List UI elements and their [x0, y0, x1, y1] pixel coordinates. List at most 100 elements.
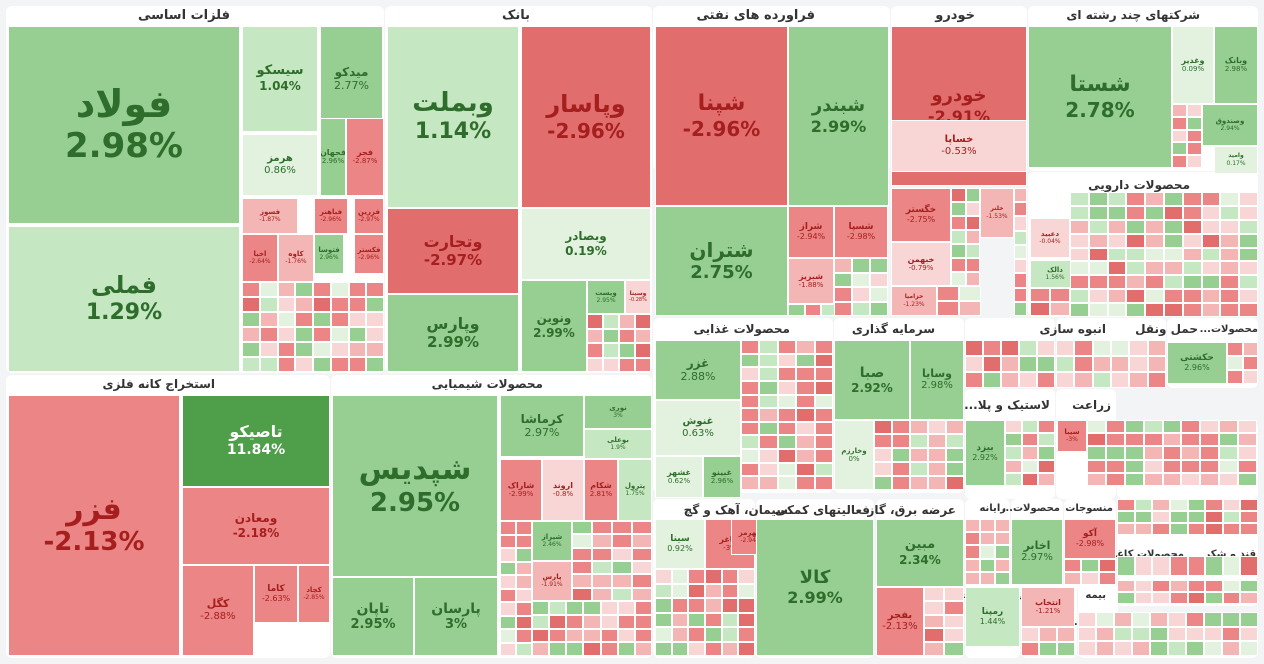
stock-tile-small[interactable] [587, 343, 603, 358]
stock-tile-small[interactable] [532, 642, 550, 656]
stock-tile-small[interactable] [1005, 420, 1022, 434]
stock-tile-small[interactable] [330, 342, 349, 357]
stock-tile-small[interactable] [566, 628, 584, 643]
stock-tile-small[interactable] [1182, 289, 1202, 304]
stock-tile-small[interactable] [1169, 556, 1188, 576]
stock-tile-small[interactable] [1152, 523, 1170, 535]
stock-tile-small[interactable] [965, 202, 980, 216]
stock-tile-small[interactable] [951, 230, 966, 244]
stock-tile-small[interactable] [892, 448, 910, 462]
stock-tile-small[interactable] [1014, 244, 1027, 260]
stock-tile[interactable]: میدکو 2.77% [320, 26, 383, 132]
stock-tile-small[interactable] [1164, 247, 1183, 262]
stock-tile-small[interactable] [1145, 275, 1164, 290]
stock-tile-small[interactable] [242, 282, 260, 297]
stock-tile-small[interactable] [1134, 556, 1153, 576]
stock-tile-small[interactable] [1239, 233, 1258, 248]
stock-tile-small[interactable] [741, 421, 760, 436]
stock-tile-small[interactable] [1107, 192, 1127, 206]
stock-tile-small[interactable] [777, 367, 797, 381]
stock-tile-small[interactable] [814, 367, 833, 381]
stock-tile-small[interactable] [1240, 523, 1258, 535]
stock-tile-small[interactable] [1114, 626, 1132, 642]
stock-tile-small[interactable] [946, 420, 964, 434]
stock-tile-small[interactable] [1117, 580, 1135, 592]
stock-tile-small[interactable] [1220, 192, 1240, 206]
stock-tile[interactable]: پارس -1.91% [532, 561, 572, 601]
stock-tile[interactable]: آکو -2.98% [1064, 519, 1116, 559]
stock-tile-small[interactable] [965, 188, 980, 202]
stock-tile-small[interactable] [1078, 612, 1096, 627]
stock-tile[interactable]: مبین 2.34% [876, 519, 964, 587]
stock-tile-small[interactable] [1126, 205, 1146, 220]
stock-tile-small[interactable] [655, 583, 672, 598]
stock-tile-small[interactable] [632, 534, 652, 548]
stock-tile[interactable]: شستا 2.78% [1028, 26, 1172, 168]
stock-tile-small[interactable] [572, 547, 592, 561]
stock-tile-small[interactable] [1172, 104, 1187, 117]
stock-tile-small[interactable] [572, 534, 592, 548]
stock-tile[interactable]: شکام 2.81% [584, 459, 618, 521]
stock-tile-small[interactable] [965, 340, 983, 356]
stock-tile-small[interactable] [937, 301, 959, 316]
stock-tile-small[interactable] [1238, 459, 1257, 473]
stock-tile-small[interactable] [965, 244, 980, 258]
stock-tile[interactable]: فجهان 2.96% [320, 118, 346, 196]
stock-tile-small[interactable] [1129, 372, 1148, 388]
stock-tile-small[interactable] [671, 612, 689, 627]
stock-tile-small[interactable] [1117, 499, 1135, 511]
stock-tile[interactable]: فتوسا 2.96% [314, 234, 344, 274]
stock-tile-small[interactable] [1162, 446, 1182, 460]
stock-tile-small[interactable] [1143, 420, 1163, 434]
stock-tile-small[interactable] [1239, 192, 1258, 206]
stock-tile-small[interactable] [1088, 233, 1108, 248]
stock-tile-small[interactable] [1021, 472, 1039, 486]
stock-tile-small[interactable] [348, 282, 367, 297]
stock-tile-small[interactable] [500, 629, 516, 643]
stock-tile-small[interactable] [1143, 472, 1163, 486]
stock-tile[interactable]: شراز -2.94% [788, 206, 834, 258]
stock-tile-small[interactable] [1240, 592, 1258, 604]
stock-tile[interactable]: تاپان 2.95% [332, 577, 414, 656]
stock-tile-small[interactable] [1200, 446, 1220, 460]
stock-tile-small[interactable] [1187, 155, 1202, 168]
stock-tile-small[interactable] [965, 532, 980, 546]
stock-tile-small[interactable] [951, 188, 966, 202]
stock-tile-small[interactable] [1200, 459, 1220, 473]
stock-tile-small[interactable] [944, 642, 964, 656]
stock-tile-small[interactable] [1074, 372, 1093, 388]
stock-tile-small[interactable] [959, 286, 981, 301]
stock-tile-small[interactable] [500, 615, 516, 629]
stock-tile-small[interactable] [1181, 446, 1201, 460]
stock-tile-small[interactable] [759, 476, 778, 490]
stock-tile-small[interactable] [1164, 219, 1183, 234]
stock-tile-small[interactable] [1088, 289, 1108, 304]
stock-tile-small[interactable] [1105, 459, 1125, 473]
stock-tile-small[interactable] [814, 449, 833, 463]
stock-tile-small[interactable] [295, 312, 313, 327]
stock-tile-small[interactable] [814, 408, 833, 422]
stock-tile-small[interactable] [592, 547, 612, 561]
stock-tile-small[interactable] [741, 462, 760, 477]
stock-tile-small[interactable] [617, 628, 635, 643]
stock-tile[interactable]: غنوش 0.63% [655, 400, 741, 456]
stock-tile-small[interactable] [1200, 433, 1220, 447]
stock-tile-small[interactable] [1150, 626, 1168, 642]
stock-tile-small[interactable] [612, 574, 632, 588]
stock-tile-small[interactable] [1021, 433, 1039, 447]
stock-tile-small[interactable] [500, 521, 516, 535]
stock-tile-small[interactable] [1220, 233, 1240, 248]
stock-tile-small[interactable] [366, 327, 384, 342]
stock-tile-small[interactable] [313, 297, 331, 312]
stock-tile-small[interactable] [1014, 202, 1027, 217]
stock-tile-small[interactable] [617, 614, 635, 629]
stock-tile-small[interactable] [1021, 459, 1039, 473]
stock-tile-small[interactable] [759, 380, 778, 395]
stock-tile-small[interactable] [1132, 612, 1150, 627]
stock-tile[interactable]: وبملت 1.14% [387, 26, 519, 208]
stock-tile-small[interactable] [1038, 433, 1055, 447]
stock-tile-small[interactable] [705, 612, 722, 627]
stock-tile-small[interactable] [1096, 626, 1114, 642]
stock-tile-small[interactable] [1164, 289, 1183, 304]
stock-tile-small[interactable] [1187, 142, 1202, 156]
